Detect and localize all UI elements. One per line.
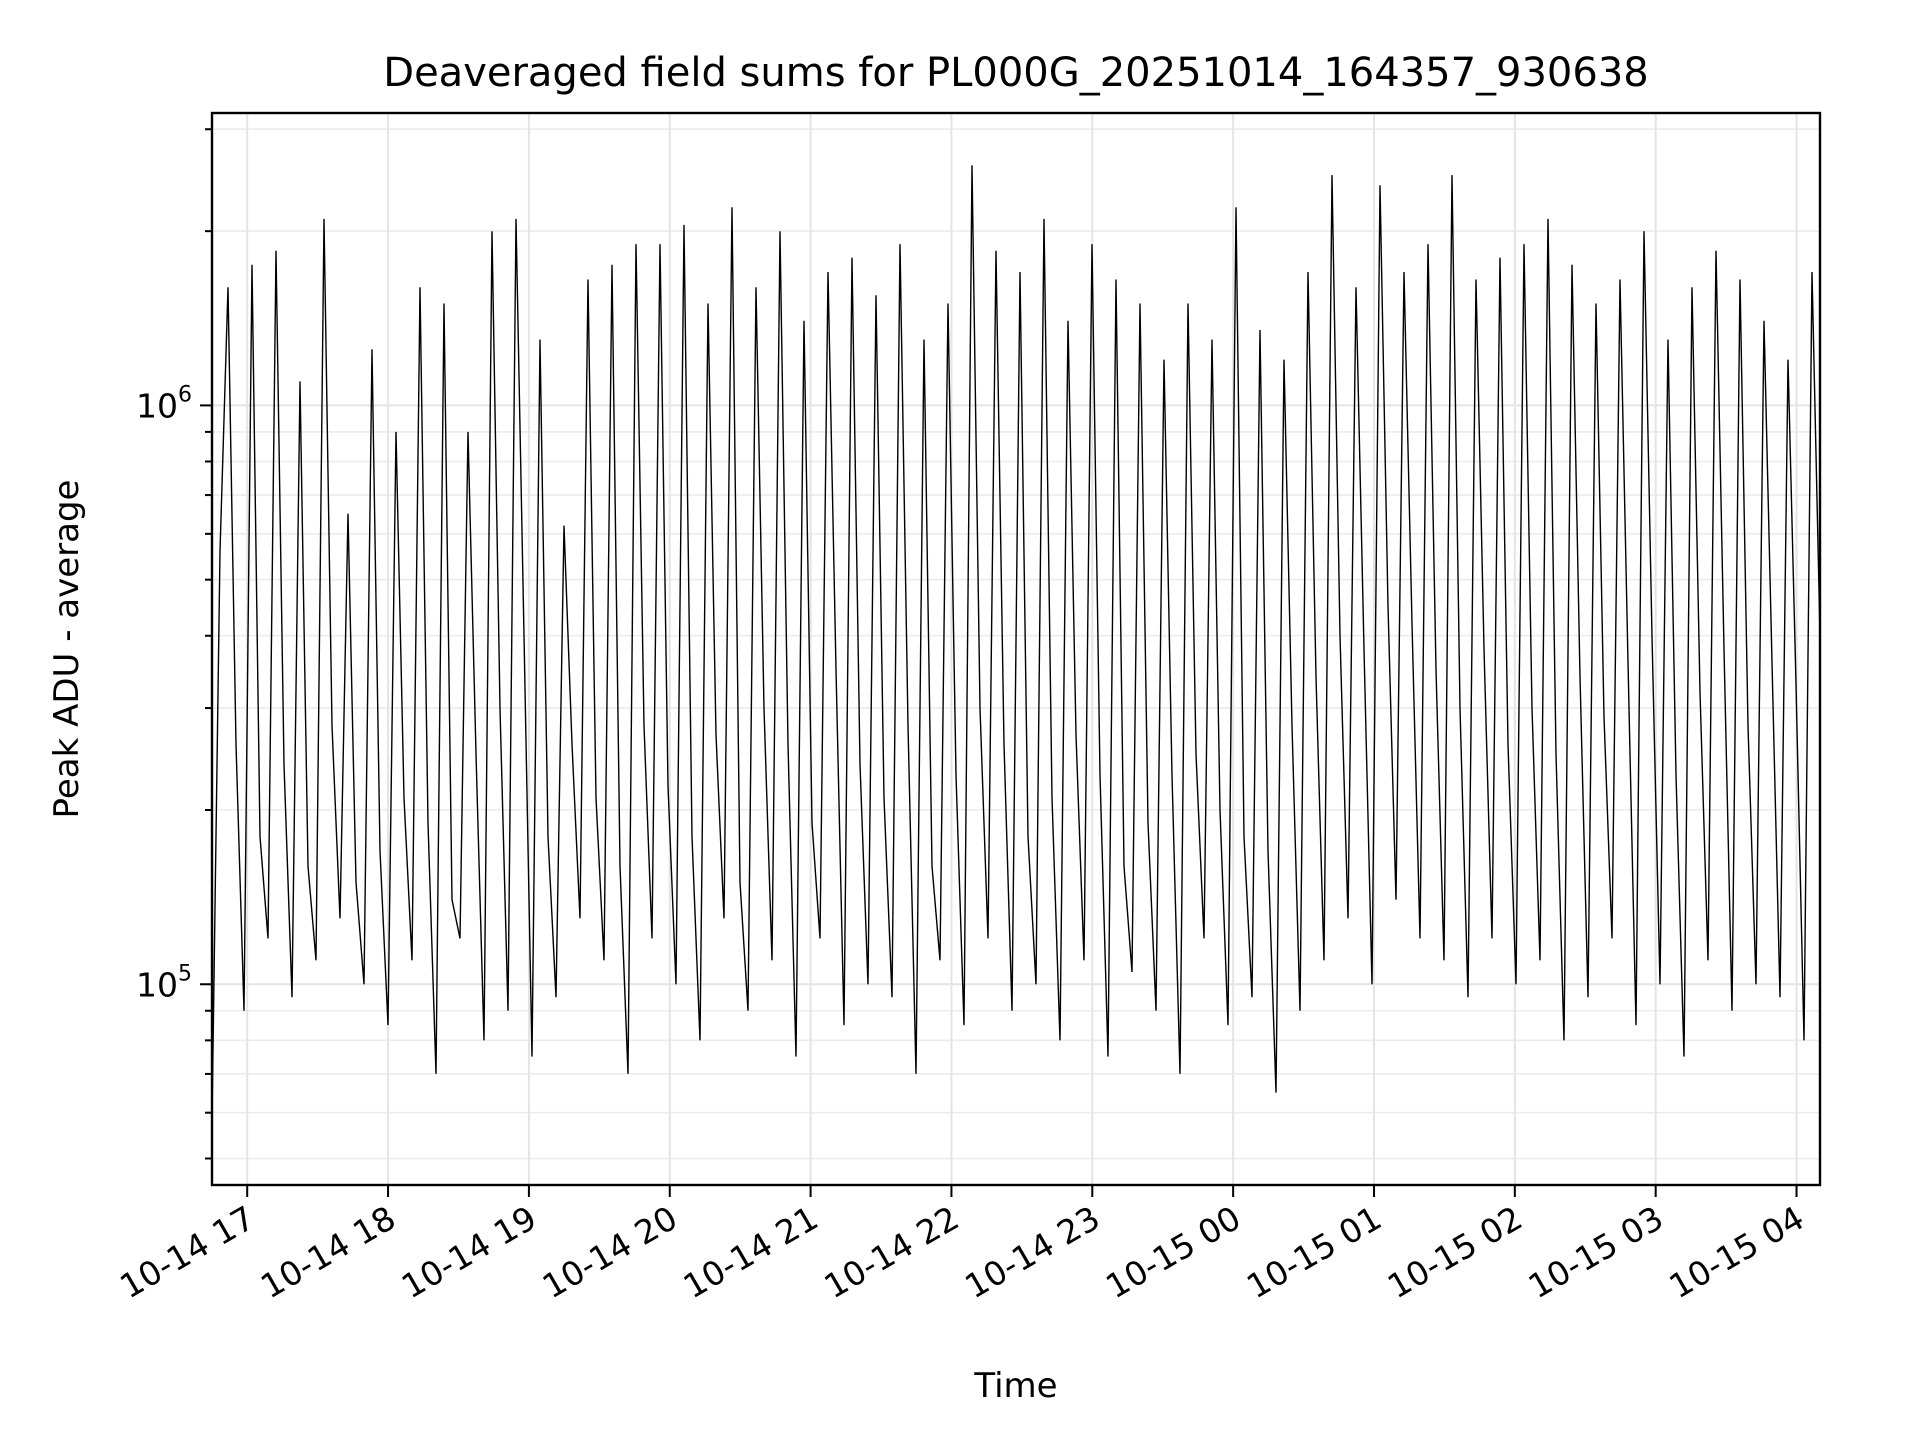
y-tick-label: 106: [136, 382, 192, 425]
plot-frame: [210, 111, 1822, 1187]
y-tick-label: 105: [136, 961, 192, 1004]
y-axis-label: Peak ADU - average: [47, 480, 87, 819]
x-axis-label: Time: [973, 1366, 1057, 1406]
chart-title: Deaveraged field sums for PL000G_2025101…: [383, 50, 1648, 96]
y-axis: 105 106: [136, 128, 212, 1160]
series-line: [211, 165, 1821, 1122]
series-line-0: [211, 165, 1821, 1122]
